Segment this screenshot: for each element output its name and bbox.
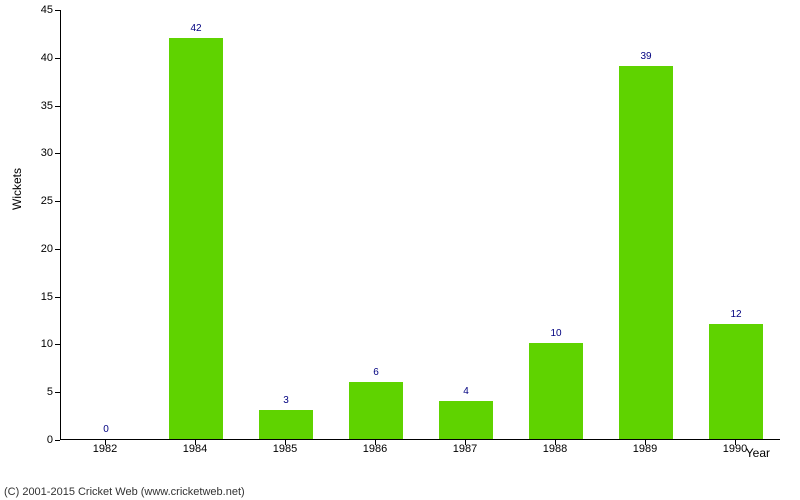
bar-value-label: 6 [373,367,379,378]
bar-value-label: 4 [463,386,469,397]
bar-value-label: 10 [550,328,561,339]
bar-value-label: 12 [730,309,741,320]
y-tick-mark [55,201,60,202]
y-tick-mark [55,153,60,154]
y-tick-label: 45 [28,4,53,16]
bar [439,401,493,439]
bar-value-label: 0 [103,424,109,435]
y-tick-mark [55,58,60,59]
y-tick-mark [55,344,60,345]
y-tick-label: 40 [28,52,53,64]
chart-container: 0 42 3 6 4 10 39 12 Wickets Year 0 5 10 15 20 25 30 35… [0,0,800,480]
bar [349,382,403,439]
bar-value-label: 42 [190,23,201,34]
x-tick-mark [285,440,286,445]
copyright-text: (C) 2001-2015 Cricket Web (www.cricketwe… [4,486,245,498]
bar [259,410,313,439]
y-tick-label: 30 [28,147,53,159]
y-tick-label: 5 [28,386,53,398]
y-tick-mark [55,106,60,107]
x-tick-mark [555,440,556,445]
x-tick-mark [105,440,106,445]
x-tick-mark [375,440,376,445]
y-tick-mark [55,249,60,250]
bar-value-label: 3 [283,395,289,406]
bar [169,38,223,439]
y-tick-mark [55,440,60,441]
x-tick-mark [195,440,196,445]
y-tick-label: 35 [28,100,53,112]
y-axis-label: Wickets [10,168,24,210]
y-tick-label: 10 [28,338,53,350]
x-tick-mark [645,440,646,445]
y-tick-label: 0 [28,434,53,446]
y-tick-label: 15 [28,291,53,303]
x-tick-mark [465,440,466,445]
y-tick-mark [55,297,60,298]
x-tick-mark [735,440,736,445]
bar [529,343,583,439]
y-tick-label: 25 [28,195,53,207]
y-tick-label: 20 [28,243,53,255]
bar-value-label: 39 [640,51,651,62]
plot-area: 0 42 3 6 4 10 39 12 [60,10,780,440]
y-tick-mark [55,10,60,11]
bar [619,66,673,439]
bar [709,324,763,439]
x-axis-label: Year [746,446,770,460]
y-tick-mark [55,392,60,393]
